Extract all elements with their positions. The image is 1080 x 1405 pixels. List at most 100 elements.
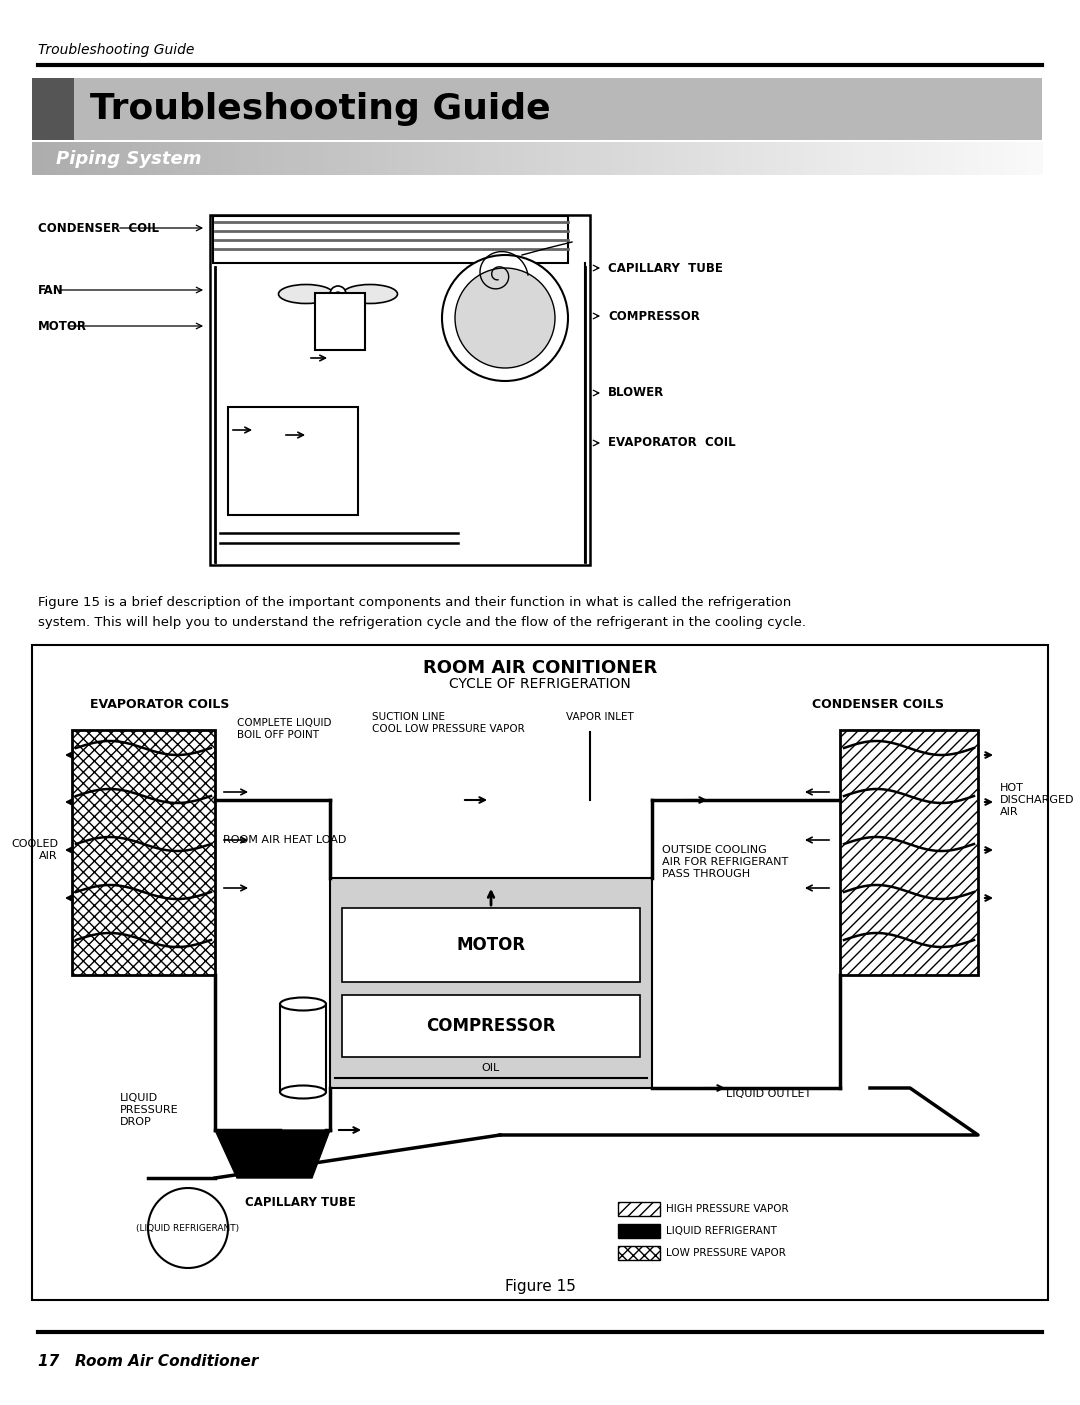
Bar xyxy=(335,142,349,176)
Bar xyxy=(133,142,147,176)
Bar xyxy=(486,142,500,176)
Bar xyxy=(82,142,96,176)
Text: COMPLETE LIQUID
BOIL OFF POINT: COMPLETE LIQUID BOIL OFF POINT xyxy=(237,718,332,739)
Bar xyxy=(228,407,357,516)
Bar xyxy=(689,142,702,176)
Bar xyxy=(525,142,538,176)
Bar xyxy=(1016,142,1030,176)
Bar xyxy=(436,142,449,176)
Bar xyxy=(499,142,513,176)
Bar xyxy=(57,142,71,176)
Bar xyxy=(814,142,828,176)
Bar xyxy=(714,142,727,176)
Bar xyxy=(171,142,185,176)
Bar xyxy=(618,1203,660,1215)
Bar xyxy=(840,731,978,975)
Bar xyxy=(512,142,525,176)
Bar xyxy=(878,142,891,176)
Bar xyxy=(638,142,651,176)
Bar xyxy=(650,142,664,176)
Bar xyxy=(32,142,45,176)
Text: HOT
DISCHARGED
AIR: HOT DISCHARGED AIR xyxy=(1000,784,1075,816)
Bar xyxy=(865,142,879,176)
Bar xyxy=(310,142,323,176)
Bar xyxy=(676,142,689,176)
Text: CONDENSER COILS: CONDENSER COILS xyxy=(812,697,944,711)
Text: Figure 15 is a brief description of the important components and their function : Figure 15 is a brief description of the … xyxy=(38,596,792,608)
Bar xyxy=(342,995,640,1057)
Bar xyxy=(802,142,815,176)
Text: COOLED
AIR: COOLED AIR xyxy=(11,839,58,861)
Bar xyxy=(991,142,1005,176)
Bar xyxy=(184,142,198,176)
Text: Troubleshooting Guide: Troubleshooting Guide xyxy=(90,91,551,126)
Bar xyxy=(941,142,955,176)
Bar xyxy=(348,142,361,176)
Bar xyxy=(618,1246,660,1260)
Text: FAN: FAN xyxy=(38,284,64,296)
Bar xyxy=(929,142,942,176)
Bar xyxy=(891,142,904,176)
Text: ROOM AIR HEAT LOAD: ROOM AIR HEAT LOAD xyxy=(222,835,347,844)
Bar xyxy=(32,645,1048,1300)
Bar xyxy=(827,142,841,176)
Bar xyxy=(386,142,400,176)
Text: Troubleshooting Guide: Troubleshooting Guide xyxy=(38,44,194,58)
Bar xyxy=(159,142,172,176)
Bar xyxy=(208,142,222,176)
Bar xyxy=(146,142,159,176)
Circle shape xyxy=(335,291,341,296)
Text: 17   Room Air Conditioner: 17 Room Air Conditioner xyxy=(38,1354,258,1370)
Bar xyxy=(246,142,260,176)
Bar xyxy=(563,142,576,176)
Bar xyxy=(789,142,804,176)
Bar xyxy=(612,142,626,176)
Bar xyxy=(701,142,715,176)
Bar xyxy=(852,142,866,176)
Bar xyxy=(840,142,853,176)
Ellipse shape xyxy=(280,998,326,1010)
Bar xyxy=(32,79,1042,140)
Text: HIGH PRESSURE VAPOR: HIGH PRESSURE VAPOR xyxy=(666,1204,788,1214)
Bar xyxy=(210,215,590,565)
Bar xyxy=(1029,142,1043,176)
Circle shape xyxy=(330,287,346,302)
Bar xyxy=(461,142,475,176)
Text: CAPILLARY  TUBE: CAPILLARY TUBE xyxy=(608,261,723,274)
Bar xyxy=(322,142,336,176)
Bar xyxy=(588,142,602,176)
Text: LIQUID REFRIGERANT: LIQUID REFRIGERANT xyxy=(666,1227,777,1236)
Text: SUCTION LINE
COOL LOW PRESSURE VAPOR: SUCTION LINE COOL LOW PRESSURE VAPOR xyxy=(372,712,525,733)
Text: CAPILLARY TUBE: CAPILLARY TUBE xyxy=(245,1196,355,1208)
Text: VAPOR INLET: VAPOR INLET xyxy=(566,712,634,722)
Text: Figure 15: Figure 15 xyxy=(504,1280,576,1294)
Text: COMPRESSOR: COMPRESSOR xyxy=(427,1017,556,1035)
Bar xyxy=(448,142,462,176)
Text: CYCLE OF REFRIGERATION: CYCLE OF REFRIGERATION xyxy=(449,677,631,691)
Bar xyxy=(967,142,980,176)
Bar xyxy=(70,142,83,176)
Text: LIQUID OUTLET: LIQUID OUTLET xyxy=(726,1089,811,1099)
Text: (LIQUID REFRIGERANT): (LIQUID REFRIGERANT) xyxy=(136,1224,240,1232)
Bar xyxy=(600,142,613,176)
Ellipse shape xyxy=(280,1086,326,1099)
Bar xyxy=(72,731,215,975)
Ellipse shape xyxy=(279,284,334,303)
Text: Piping System: Piping System xyxy=(56,150,202,169)
Text: system. This will help you to understand the refrigeration cycle and the flow of: system. This will help you to understand… xyxy=(38,615,806,629)
Bar xyxy=(284,142,298,176)
Circle shape xyxy=(455,268,555,368)
Bar xyxy=(474,142,487,176)
Bar xyxy=(916,142,930,176)
Bar xyxy=(213,216,568,263)
Text: MOTOR: MOTOR xyxy=(38,319,87,333)
Text: OIL: OIL xyxy=(482,1064,500,1073)
Bar xyxy=(197,142,210,176)
Bar xyxy=(272,142,285,176)
Circle shape xyxy=(148,1189,228,1267)
Bar xyxy=(550,142,564,176)
Bar xyxy=(954,142,968,176)
Bar xyxy=(221,142,235,176)
Bar xyxy=(399,142,411,176)
Bar xyxy=(342,908,640,982)
